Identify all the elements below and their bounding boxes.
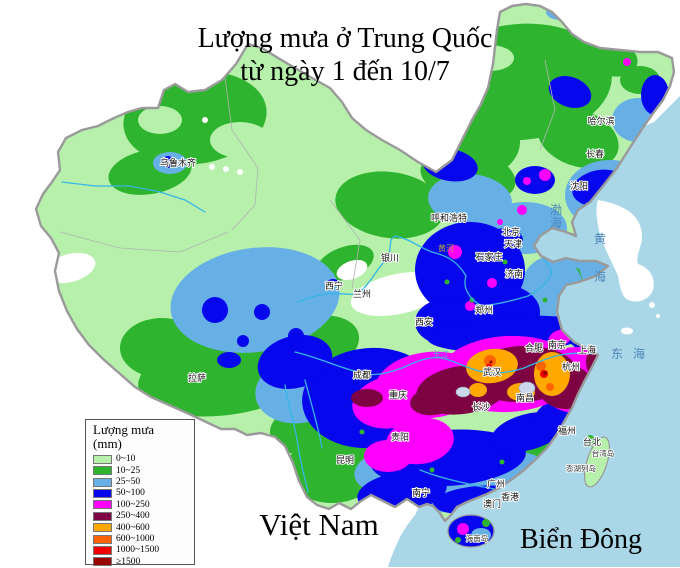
city-label: 济南 [505,268,523,280]
city-label: 银川 [381,252,399,264]
city-label: 天津 [504,239,522,250]
legend-color-swatch [93,488,112,498]
legend: Lượng mưa (mm) 0~10 10~25 25~50 50~100 100~2… [85,419,195,568]
island-label: 台湾岛 [592,448,615,458]
city-label: 广州 [487,478,505,490]
city-label: 郑州 [475,304,493,316]
map-title: Lượng mưa ở Trung Quốc từ ngày 1 đến 10/… [60,22,630,88]
taiwan-island [575,435,611,488]
city-label: 杭州 [562,361,580,373]
legend-item-label: 25~50 [116,477,141,488]
city-label: 拉萨 [188,372,206,384]
legend-item-label: ≥1500 [116,556,141,567]
city-label: 沈阳 [570,180,588,192]
island-label: 海南岛 [466,533,489,543]
legend-item: 25~50 [93,476,190,487]
city-label: 福州 [558,425,576,437]
china-border [34,2,676,523]
legend-item: 400~600 [93,522,190,533]
city-label: 上海 [578,344,596,356]
city-label: 武汉 [483,366,501,378]
korea-peninsula [596,200,660,335]
legend-title: Lượng mưa [93,422,155,437]
city-label: 北京 [502,226,520,238]
city-label: 南京 [548,339,566,351]
city-label: 西宁 [325,280,343,292]
legend-color-swatch [93,500,112,510]
city-label: 长沙 [472,401,490,413]
city-label: 乌鲁木齐 [160,157,196,169]
legend-item-label: 400~600 [116,522,150,533]
legend-item: ≥1500 [93,556,190,567]
island-label: 澎湖列岛 [566,463,596,473]
city-label: 长春 [586,148,604,160]
region-label: Biển Đông [520,524,642,555]
city-label: 兰州 [353,288,371,300]
legend-item-label: 1000~1500 [116,545,160,556]
legend-color-swatch [93,523,112,533]
river-label: 长江 [433,349,449,359]
city-label: 石家庄 [475,251,502,263]
city-label: 哈尔滨 [587,115,614,127]
sea-label: 黄海 [594,232,606,284]
city-label: 南昌 [516,392,534,404]
legend-item-label: 100~250 [116,499,150,510]
legend-items: 0~10 10~25 25~50 50~100 100~250 250~400 400~60… [93,454,190,568]
city-label: 合肥 [525,342,543,354]
legend-item-label: 600~1000 [116,534,155,545]
city-label: 澳门 [483,498,501,510]
legend-item: 10~25 [93,465,190,476]
legend-item: 250~400 [93,511,190,522]
city-label: 呼和浩特 [431,212,467,224]
legend-item: 0~10 [93,454,190,465]
city-label: 南宁 [412,487,430,499]
sea-label: 东海 [611,346,655,361]
legend-item: 1000~1500 [93,545,190,556]
map-title-line2: từ ngày 1 đến 10/7 [240,56,450,88]
sea-label: 渤海 [550,203,562,230]
legend-item-label: 250~400 [116,511,150,522]
city-label: 西安 [415,316,433,328]
hainan-island [447,514,495,548]
city-label: 成都 [353,369,371,381]
legend-color-swatch [93,534,112,544]
legend-color-swatch [93,477,112,487]
city-label: 台北 [583,436,601,448]
city-label: 香港 [501,491,519,503]
region-label: Việt Nam [259,507,379,542]
legend-color-swatch [93,511,112,521]
city-label: 贵阳 [391,431,409,443]
legend-item-label: 0~10 [116,454,136,465]
legend-color-swatch [93,557,112,567]
legend-color-swatch [93,545,112,555]
legend-color-swatch [93,454,112,464]
map-title-line1: Lượng mưa ở Trung Quốc [197,23,493,54]
legend-item-label: 50~100 [116,488,145,499]
legend-item-label: 10~25 [116,465,141,476]
legend-item: 50~100 [93,488,190,499]
legend-color-swatch [93,466,112,476]
legend-item: 600~1000 [93,533,190,544]
legend-unit: (mm) [93,436,122,452]
city-label: 昆明 [336,455,354,466]
legend-item: 100~250 [93,499,190,510]
river-label: 黄河 [438,243,454,253]
city-label: 重庆 [389,389,407,401]
